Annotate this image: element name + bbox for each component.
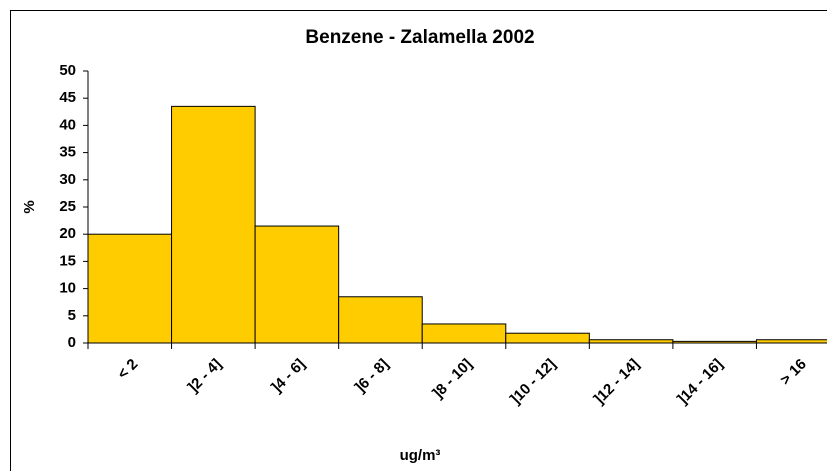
bar [171,105,256,344]
y-tick-label: 20 [59,225,76,242]
y-tick-label: 10 [59,280,76,297]
y-tick-label: 50 [59,62,76,79]
bar [87,233,173,344]
y-tick-label: 15 [59,252,76,269]
bar [505,332,590,344]
y-tick-label: 45 [59,89,76,106]
y-tick-label: 0 [68,334,76,351]
y-tick-label: 35 [59,144,76,161]
bar [254,225,340,344]
y-tick-label: 40 [59,116,76,133]
y-tick-label: 25 [59,198,76,215]
chart-title: Benzene - Zalamella 2002 [305,27,534,48]
y-tick-label: 30 [59,171,76,188]
y-tick-label: 5 [68,307,76,324]
x-axis-label: ug/m³ [400,447,441,464]
y-axis-label: % [21,200,38,213]
bar [421,323,507,344]
bar [338,296,423,344]
